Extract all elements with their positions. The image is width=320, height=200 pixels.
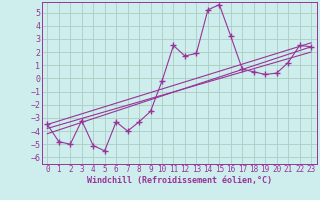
X-axis label: Windchill (Refroidissement éolien,°C): Windchill (Refroidissement éolien,°C): [87, 176, 272, 185]
